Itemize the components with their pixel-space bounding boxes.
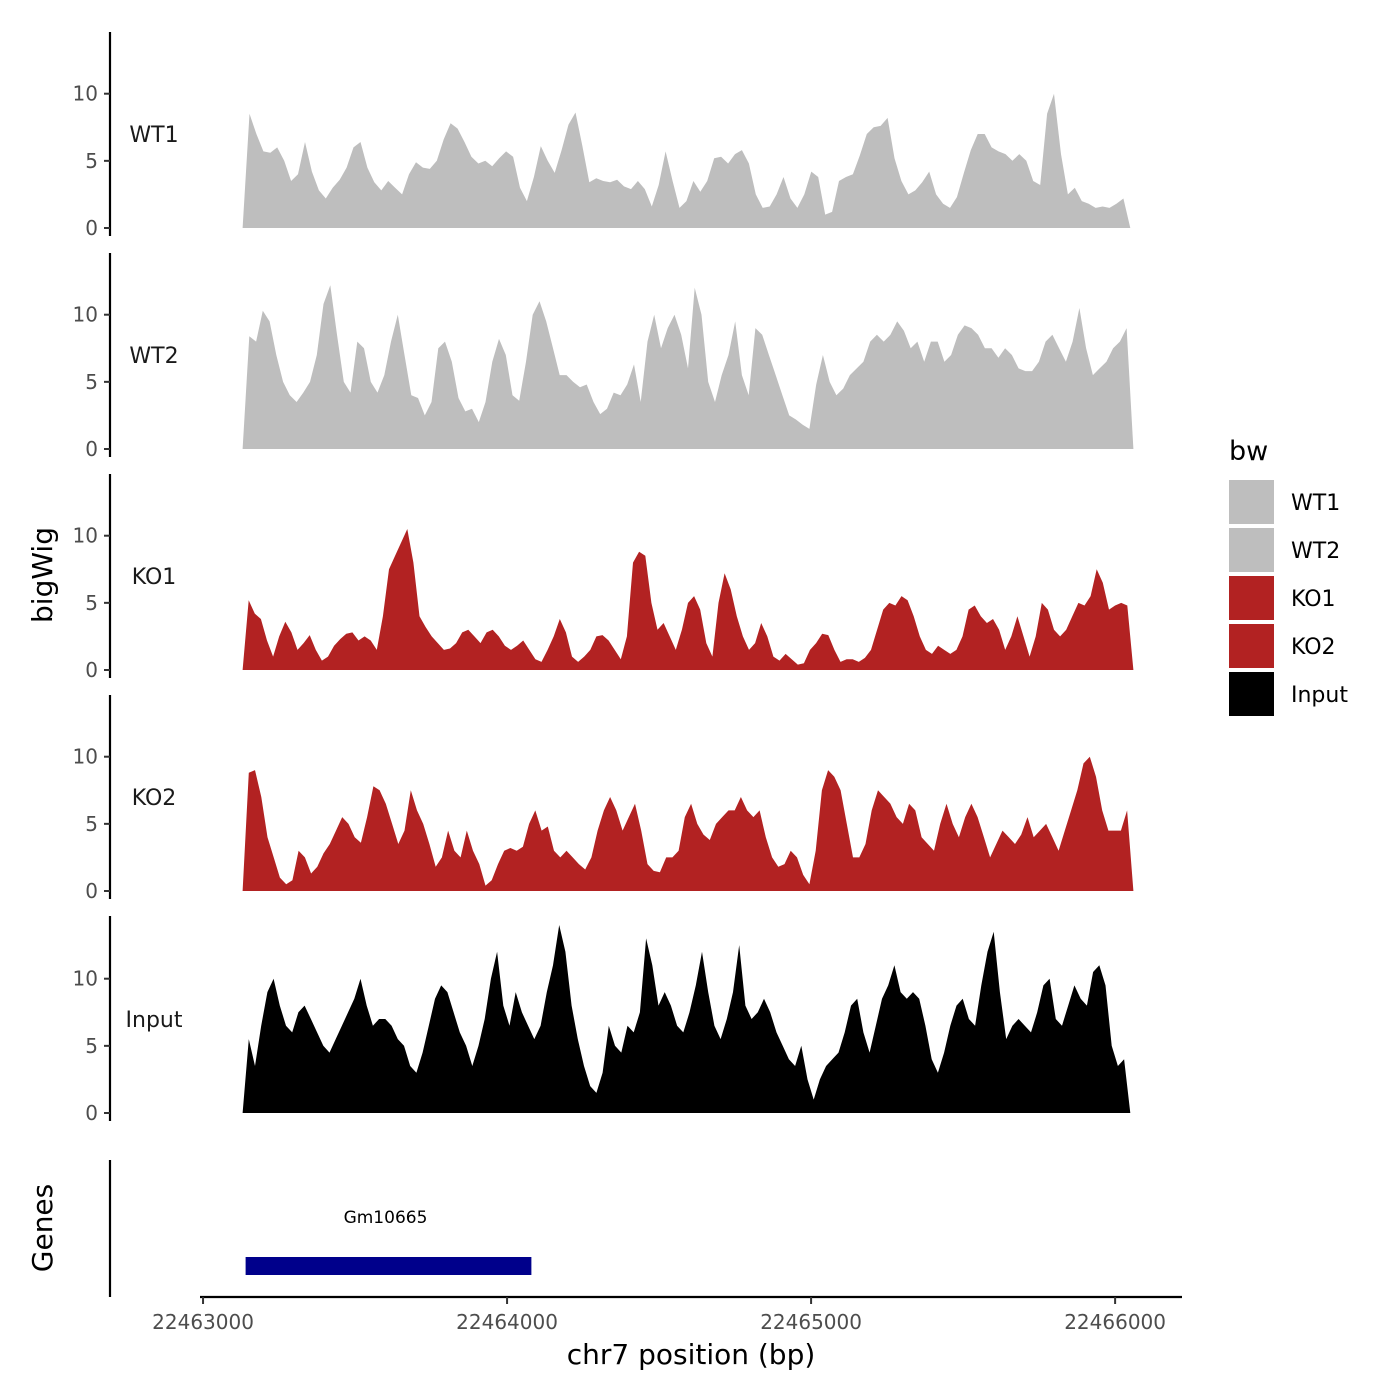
y-tick-label: 0 <box>85 1101 98 1125</box>
genes-panel: Gm10665 <box>108 1160 532 1297</box>
legend-label-wt1: WT1 <box>1291 491 1340 516</box>
y-tick-label: 5 <box>85 149 98 173</box>
track-label: WT2 <box>129 344 178 369</box>
track-label: WT1 <box>129 123 178 148</box>
track-input: 0 5 10 Input <box>73 916 1131 1125</box>
x-tick-label: 22465000 <box>760 1310 862 1334</box>
y-tick-label: 5 <box>85 812 98 836</box>
y-tick-label: 0 <box>85 437 98 461</box>
y-tick-label: 10 <box>73 524 98 548</box>
legend-label-ko2: KO2 <box>1291 635 1336 660</box>
area-wt2 <box>242 285 1134 449</box>
x-tick-label: 22463000 <box>152 1310 254 1334</box>
y-tick-label: 5 <box>85 370 98 394</box>
x-axis-title: chr7 position (bp) <box>567 1338 816 1371</box>
area-input <box>242 925 1131 1113</box>
y-tick-label: 0 <box>85 216 98 240</box>
area-ko1 <box>242 529 1134 670</box>
track-label: Input <box>126 1008 183 1033</box>
y-tick-label: 10 <box>73 82 98 106</box>
legend-title: bw <box>1229 436 1268 467</box>
tracks: 0 5 10 WT1 0 5 10 WT2 0 5 10 KO1 0 5 10 KO2 0 5 10 Input <box>73 32 1134 1125</box>
legend-swatch-wt1 <box>1229 480 1274 524</box>
legend-swatch-wt2 <box>1229 528 1274 572</box>
y-tick-label: 10 <box>73 303 98 327</box>
track-wt2: 0 5 10 WT2 <box>73 253 1134 461</box>
y-tick-label: 0 <box>85 879 98 903</box>
y-tick-label: 10 <box>73 745 98 769</box>
track-label: KO1 <box>132 565 177 590</box>
y-tick-label: 10 <box>73 967 98 991</box>
legend-label-ko1: KO1 <box>1291 587 1336 612</box>
legend-label-input: Input <box>1291 683 1348 708</box>
legend-swatch-input <box>1229 672 1274 716</box>
track-wt1: 0 5 10 WT1 <box>73 32 1131 240</box>
legend-swatch-ko2 <box>1229 624 1274 668</box>
track-ko2: 0 5 10 KO2 <box>73 695 1134 903</box>
track-ko1: 0 5 10 KO1 <box>73 474 1134 682</box>
x-axis: 22463000 22464000 22465000 22466000 <box>152 1295 1182 1334</box>
y-tick-label: 5 <box>85 1034 98 1058</box>
y-tick-label: 5 <box>85 591 98 615</box>
legend: bw WT1 WT2 KO1 KO2 Input <box>1229 436 1348 716</box>
x-tick-label: 22466000 <box>1064 1310 1166 1334</box>
legend-label-wt2: WT2 <box>1291 539 1340 564</box>
area-ko2 <box>242 756 1134 891</box>
genes-axis-title: Genes <box>26 1184 59 1272</box>
gene-label: Gm10665 <box>344 1208 428 1228</box>
track-label: KO2 <box>132 786 177 811</box>
gene-body <box>245 1257 532 1275</box>
area-wt1 <box>242 93 1131 228</box>
x-tick-label: 22464000 <box>456 1310 558 1334</box>
legend-swatch-ko1 <box>1229 576 1274 620</box>
y-axis-title: bigWig <box>26 527 59 623</box>
y-tick-label: 0 <box>85 658 98 682</box>
